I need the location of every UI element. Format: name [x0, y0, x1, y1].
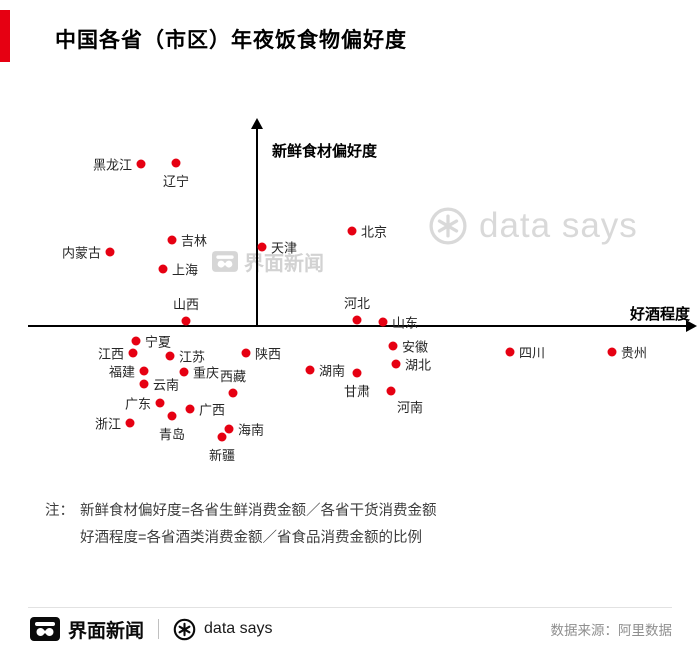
- data-point-label: 天津: [271, 240, 298, 256]
- data-point: [139, 379, 149, 389]
- data-point-label: 四川: [519, 345, 546, 361]
- accent-bar: [0, 10, 10, 62]
- data-point: [165, 351, 175, 361]
- footnote-line-2: 好酒程度=各省酒类消费金额／省食品消费金额的比例: [80, 530, 422, 546]
- data-point-label: 山东: [392, 315, 419, 331]
- data-point-label: 青岛: [158, 427, 186, 442]
- data-point: [128, 348, 138, 358]
- data-point: [217, 432, 227, 442]
- data-point: [607, 347, 617, 357]
- data-point-label: 福建: [108, 364, 135, 380]
- data-point: [352, 368, 362, 378]
- data-point-label: 湖南: [319, 363, 346, 379]
- data-point-label: 黑龙江: [92, 157, 132, 173]
- footnote: 注： 新鲜食材偏好度=各省生鲜消费金额／各省干货消费金额 好酒程度=各省酒类消费…: [45, 498, 436, 552]
- x-axis-arrow-icon: [686, 320, 697, 332]
- data-point-label: 上海: [172, 262, 199, 278]
- data-point-label: 内蒙古: [61, 245, 101, 261]
- data-point: [505, 347, 515, 357]
- datasays-watermark-icon: [429, 207, 467, 245]
- data-point: [347, 226, 357, 236]
- data-point: [171, 158, 181, 168]
- footnote-line-1: 新鲜食材偏好度=各省生鲜消费金额／各省干货消费金额: [80, 503, 437, 519]
- data-point: [241, 348, 251, 358]
- data-point: [131, 336, 141, 346]
- data-point-label: 辽宁: [162, 174, 190, 189]
- jiemian-watermark-icon: [212, 251, 238, 272]
- data-point-label: 江西: [97, 346, 124, 362]
- data-point-label: 北京: [361, 224, 388, 240]
- data-point: [391, 359, 401, 369]
- footnote-lines: 新鲜食材偏好度=各省生鲜消费金额／各省干货消费金额 好酒程度=各省酒类消费金额／…: [80, 498, 436, 552]
- data-source: 数据来源：阿里数据: [550, 623, 673, 638]
- data-point: [378, 317, 388, 327]
- data-point-label: 河北: [343, 296, 371, 311]
- footer-separator: [158, 619, 160, 639]
- data-point: [125, 418, 135, 428]
- data-point-label: 宁夏: [145, 334, 172, 350]
- data-point: [224, 424, 234, 434]
- jiemian-watermark-text: 界面新闻: [244, 253, 324, 275]
- data-point-label: 安徽: [402, 339, 429, 355]
- data-point-label: 新疆: [208, 448, 236, 463]
- data-point: [305, 365, 315, 375]
- data-point-label: 山西: [172, 297, 200, 312]
- data-point: [179, 367, 189, 377]
- data-point: [257, 242, 267, 252]
- x-axis-label: 好酒程度: [630, 306, 691, 323]
- data-point: [386, 386, 396, 396]
- jiemian-logo-icon: [30, 617, 60, 641]
- data-point-label: 海南: [238, 422, 265, 438]
- y-axis-line: [256, 129, 258, 327]
- data-point: [388, 341, 398, 351]
- data-point: [167, 235, 177, 245]
- data-point: [181, 316, 191, 326]
- scatter-chart: 界面新闻 data says 新鲜食材偏好度 好酒程度 黑龙江辽: [0, 100, 700, 490]
- datasays-name: data says: [204, 620, 273, 637]
- data-point: [158, 264, 168, 274]
- data-point-label: 云南: [153, 377, 180, 393]
- data-point-label: 江苏: [179, 349, 206, 365]
- footer: 界面新闻 data says 数据来源：阿里数据: [30, 614, 672, 644]
- data-point-label: 西藏: [219, 369, 247, 384]
- datasays-watermark: data says: [428, 206, 638, 246]
- datasays-watermark-text: data says: [479, 206, 638, 245]
- data-point-label: 重庆: [193, 365, 220, 381]
- data-point: [352, 315, 362, 325]
- data-point: [105, 247, 115, 257]
- brand-name: 界面新闻: [68, 620, 145, 642]
- data-point: [136, 159, 146, 169]
- page-title: 中国各省（市区）年夜饭食物偏好度: [55, 29, 407, 52]
- data-point: [167, 411, 177, 421]
- data-point-label: 广西: [199, 402, 226, 418]
- data-point-label: 陕西: [255, 346, 282, 362]
- jiemian-watermark: 界面新闻: [212, 247, 324, 276]
- datasays-logo-icon: [173, 618, 196, 640]
- x-axis-line: [28, 325, 687, 327]
- data-point: [139, 366, 149, 376]
- data-point-label: 湖北: [405, 357, 432, 373]
- y-axis-label: 新鲜食材偏好度: [272, 143, 378, 160]
- data-point-label: 广东: [124, 396, 151, 412]
- data-point-label: 河南: [397, 400, 424, 415]
- data-point-label: 浙江: [94, 416, 121, 432]
- data-point-label: 贵州: [621, 345, 648, 361]
- data-point: [185, 404, 195, 414]
- data-point: [155, 398, 165, 408]
- footer-divider: [28, 607, 672, 608]
- y-axis-arrow-icon: [251, 118, 263, 129]
- data-point-label: 甘肃: [343, 384, 371, 399]
- data-point: [228, 388, 238, 398]
- data-point-label: 吉林: [181, 233, 208, 249]
- footnote-prefix: 注：: [45, 503, 74, 519]
